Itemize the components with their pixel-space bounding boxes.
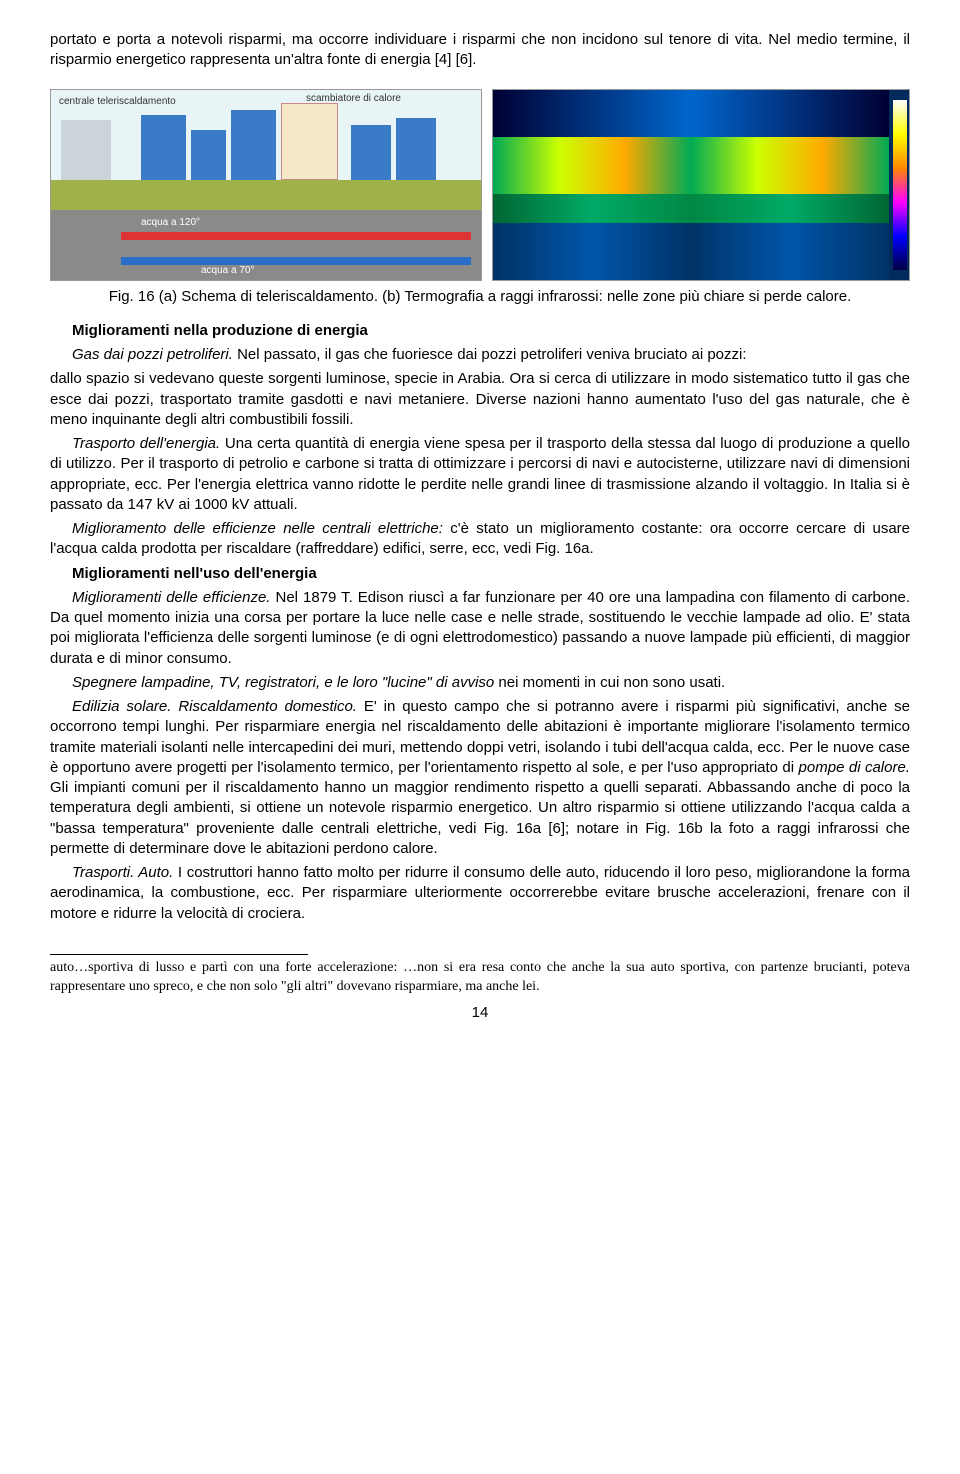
para-centrali: Miglioramento delle efficienze nelle cen… xyxy=(50,519,910,560)
text-trasporti: I costruttori hanno fatto molto per ridu… xyxy=(50,864,910,922)
text-edilizia-2: Gli impianti comuni per il riscaldamento… xyxy=(50,779,910,857)
label-acqua120: acqua a 120° xyxy=(141,216,200,230)
lead-centrali: Miglioramento delle efficienze nelle cen… xyxy=(72,520,443,537)
figure-16a: centrale teleriscaldamento scambiatore d… xyxy=(50,89,482,281)
lead-spegnere: Spegnere lampadine, TV, registratori, e … xyxy=(72,674,494,691)
heading-uso: Miglioramenti nell'uso dell'energia xyxy=(50,564,910,584)
label-acqua70: acqua a 70° xyxy=(201,264,255,278)
footnote-separator xyxy=(50,954,308,955)
pompe-calore: pompe di calore. xyxy=(799,759,910,776)
heading-production: Miglioramenti nella produzione di energi… xyxy=(50,321,910,341)
heading-production-text: Miglioramenti nella produzione di energi… xyxy=(72,322,368,339)
lead-trasporto: Trasporto dell'energia. xyxy=(72,435,220,452)
para-trasporto: Trasporto dell'energia. Una certa quanti… xyxy=(50,434,910,515)
label-centrale: centrale teleriscaldamento xyxy=(59,95,176,109)
para-spegnere: Spegnere lampadine, TV, registratori, e … xyxy=(50,673,910,693)
intro-paragraph: portato e porta a notevoli risparmi, ma … xyxy=(50,30,910,71)
para-gas: Gas dai pozzi petroliferi. Nel passato, … xyxy=(50,345,910,365)
para-edilizia: Edilizia solare. Riscaldamento domestico… xyxy=(50,697,910,859)
lead-gas: Gas dai pozzi petroliferi. xyxy=(72,346,233,363)
lead-edilizia: Edilizia solare. Riscaldamento domestico… xyxy=(72,698,357,715)
para-gas-cont: dallo spazio si vedevano queste sorgenti… xyxy=(50,369,910,430)
para-trasporti: Trasporti. Auto. I costruttori hanno fat… xyxy=(50,863,910,924)
page-number: 14 xyxy=(50,1003,910,1023)
figure-16b xyxy=(492,89,910,281)
heading-uso-text: Miglioramenti nell'uso dell'energia xyxy=(72,565,317,582)
figure-row: centrale teleriscaldamento scambiatore d… xyxy=(50,89,910,281)
text-spegnere: nei momenti in cui non sono usati. xyxy=(494,674,725,691)
lead-efficienze: Miglioramenti delle efficienze. xyxy=(72,589,270,606)
label-scambiatore: scambiatore di calore xyxy=(306,92,401,106)
figure-caption: Fig. 16 (a) Schema di teleriscaldamento.… xyxy=(50,287,910,307)
lead-trasporti: Trasporti. Auto. xyxy=(72,864,173,881)
text-gas-1: Nel passato, il gas che fuoriesce dai po… xyxy=(233,346,747,363)
para-efficienze: Miglioramenti delle efficienze. Nel 1879… xyxy=(50,588,910,669)
footnote-text: auto…sportiva di lusso e partì con una f… xyxy=(50,959,910,997)
